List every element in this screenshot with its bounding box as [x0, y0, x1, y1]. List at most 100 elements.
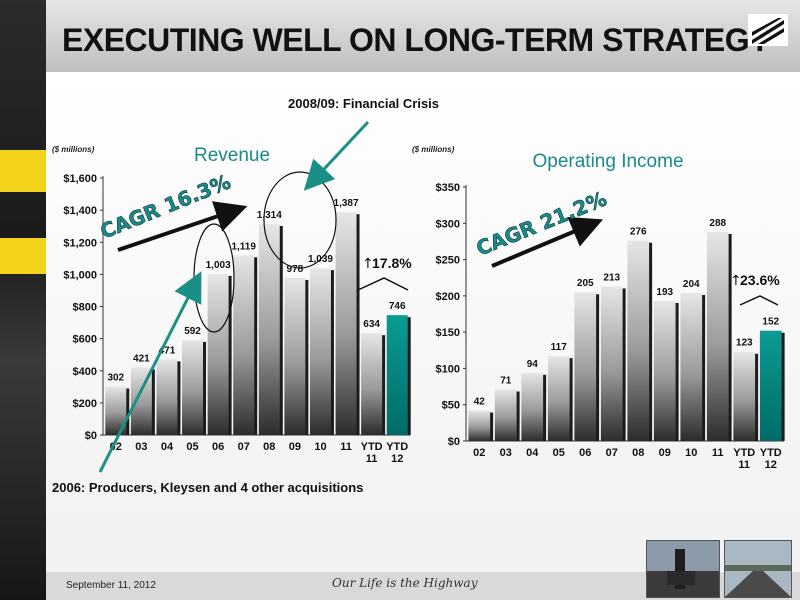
chart-title: Operating Income [532, 151, 683, 172]
bar [653, 300, 676, 441]
x-tick-label: 12 [765, 459, 777, 471]
road-stripe [0, 150, 46, 192]
bar-value-label: 592 [184, 326, 201, 337]
footer-date: September 11, 2012 [66, 580, 156, 591]
y-tick-label: $250 [436, 255, 460, 267]
y-tick-label: $1,600 [63, 173, 97, 185]
bar-value-label: 1,119 [231, 241, 256, 252]
x-tick-label: 03 [500, 447, 512, 459]
y-tick-label: $200 [73, 398, 97, 410]
bar [494, 389, 517, 441]
x-tick-label: 08 [263, 441, 275, 453]
bar [130, 367, 152, 435]
x-tick-label: 11 [340, 441, 352, 453]
y-tick-label: $800 [73, 302, 97, 314]
bar [386, 315, 408, 435]
unit-label: ($ millions) [52, 145, 95, 154]
y-tick-label: $350 [436, 182, 460, 194]
bar-value-label: 1,003 [206, 260, 231, 271]
bar-value-label: 471 [159, 345, 176, 356]
bar-value-label: 288 [709, 218, 726, 229]
bar-value-label: 193 [656, 287, 673, 298]
y-tick-label: $0 [85, 430, 97, 442]
y-tick-label: $200 [436, 291, 460, 303]
x-tick-label: 08 [632, 447, 644, 459]
x-tick-label: 10 [314, 441, 326, 453]
bar-value-label: 421 [133, 353, 150, 364]
bar-value-label: 42 [474, 397, 486, 408]
bar [627, 240, 650, 441]
bar [258, 223, 280, 435]
bar [706, 231, 729, 441]
bar [547, 356, 570, 441]
growth-bracket [357, 277, 409, 291]
bar [680, 292, 703, 441]
bar-value-label: 276 [630, 227, 647, 238]
bar [361, 333, 383, 435]
bar-value-label: 1,314 [257, 210, 282, 221]
y-tick-label: $300 [436, 218, 460, 230]
growth-label: 17.8% [372, 255, 412, 271]
y-tick-label: $1,400 [63, 205, 97, 217]
y-tick-label: $150 [436, 327, 460, 339]
bar [284, 277, 306, 435]
x-tick-label: 05 [186, 441, 198, 453]
x-tick-label: 06 [579, 447, 591, 459]
bar [759, 330, 782, 441]
bar-value-label: 213 [603, 272, 620, 283]
acquisition-pointer-arrow [98, 271, 202, 473]
bar [105, 386, 127, 435]
x-tick-label: 09 [659, 447, 671, 459]
crisis-highlight-ellipse [263, 171, 337, 269]
bar [309, 268, 331, 435]
bar-value-label: 117 [551, 342, 568, 353]
bar-value-label: 978 [287, 264, 304, 275]
x-tick-label: 05 [553, 447, 565, 459]
x-tick-label: YTD [733, 447, 755, 459]
bar [182, 339, 204, 435]
annotation-acquisitions: 2006: Producers, Kleysen and 4 other acq… [52, 480, 363, 495]
x-tick-label: 03 [135, 441, 147, 453]
y-tick-label: $600 [73, 334, 97, 346]
x-tick-label: 12 [391, 453, 403, 465]
y-tick-label: $0 [448, 436, 460, 448]
bar [600, 286, 623, 441]
growth-label: 23.6% [740, 272, 780, 288]
bar [468, 410, 491, 441]
bar-value-label: 302 [107, 372, 124, 383]
bar [156, 359, 178, 435]
bar-value-label: 71 [500, 375, 512, 386]
bar [733, 351, 756, 441]
growth-arrow-icon: ↑ [730, 273, 742, 289]
x-tick-label: YTD [386, 441, 408, 453]
y-tick-label: $1,200 [63, 237, 97, 249]
cagr-arrow [491, 216, 604, 268]
annotation-financial-crisis: 2008/09: Financial Crisis [288, 96, 439, 111]
x-tick-label: 09 [289, 441, 301, 453]
growth-bracket [739, 295, 779, 306]
bar [335, 212, 357, 435]
bar-value-label: 746 [389, 301, 406, 312]
bar [233, 255, 255, 435]
chart-title: Revenue [194, 145, 270, 166]
road-sidebar-image [0, 0, 46, 600]
x-tick-label: 02 [473, 447, 485, 459]
x-tick-label: YTD [361, 441, 383, 453]
bar-value-label: 152 [762, 317, 779, 328]
slide-title: EXECUTING WELL ON LONG-TERM STRATEGY [62, 22, 770, 58]
bar-value-label: 634 [363, 319, 380, 330]
x-tick-label: 07 [238, 441, 250, 453]
x-tick-label: 04 [161, 441, 174, 453]
company-logo [748, 14, 788, 46]
road-stripe [0, 238, 46, 274]
y-tick-label: $400 [73, 366, 97, 378]
cagr-arrow [117, 201, 248, 252]
bar-value-label: 204 [683, 279, 700, 290]
crisis-pointer-arrow [303, 120, 370, 191]
bar [521, 372, 544, 441]
bar-value-label: 205 [577, 278, 594, 289]
bar [207, 273, 229, 435]
growth-arrow-icon: ↑ [362, 256, 374, 272]
y-tick-label: $100 [436, 363, 460, 375]
